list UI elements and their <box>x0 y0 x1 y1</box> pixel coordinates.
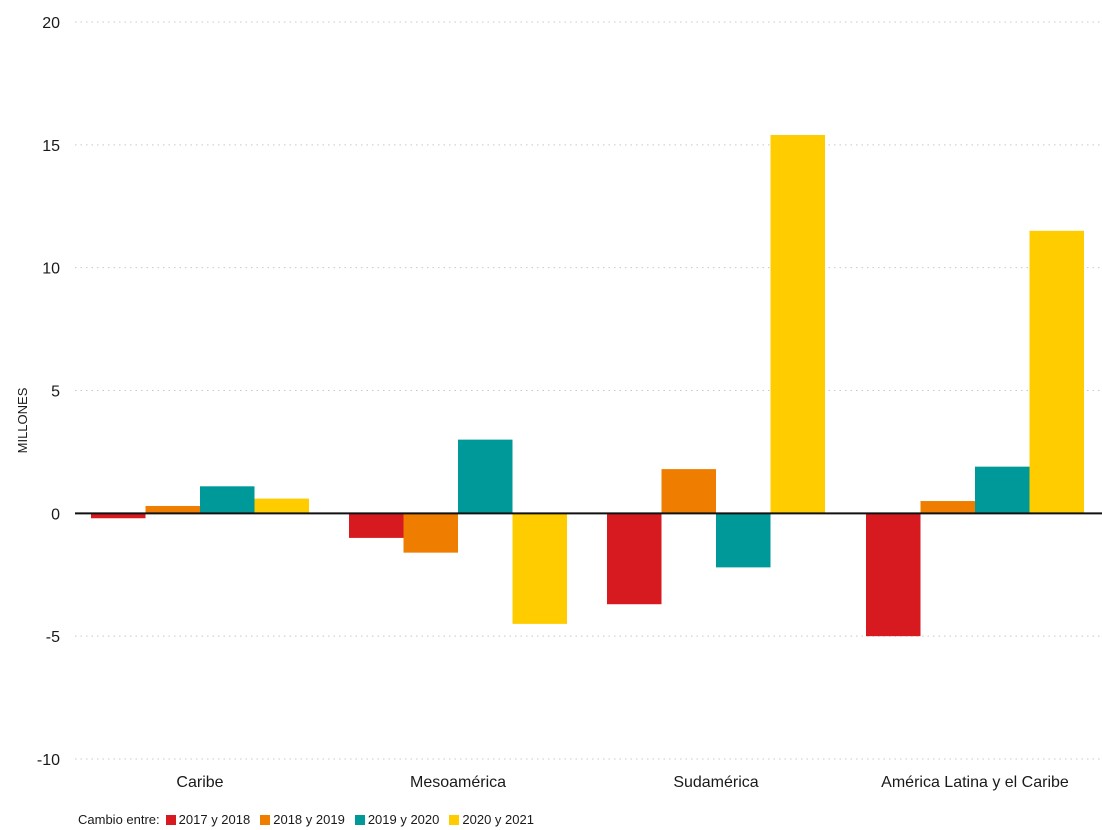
legend-label: 2018 y 2019 <box>273 812 345 827</box>
legend-title: Cambio entre: <box>78 812 160 827</box>
gridlines <box>75 21 1102 760</box>
bar <box>920 501 975 514</box>
bar <box>716 513 771 568</box>
y-tick-label: -10 <box>37 752 60 769</box>
bar <box>349 513 404 538</box>
bar <box>403 513 458 553</box>
legend-swatch <box>354 814 365 825</box>
legend-item: 2019 y 2020 <box>354 812 440 827</box>
legend-label: 2019 y 2020 <box>367 812 440 827</box>
bar <box>145 505 200 514</box>
legend-swatch <box>260 814 271 825</box>
y-tick-label: 5 <box>51 384 60 401</box>
bar <box>458 439 513 514</box>
bar <box>607 513 662 605</box>
bar <box>975 466 1030 514</box>
bar <box>91 513 146 519</box>
y-tick-label: 20 <box>42 15 60 32</box>
bar <box>770 135 825 514</box>
legend-items: 2017 y 2018 2018 y 2019 2019 y 2020 2020 y … <box>165 812 544 827</box>
y-tick-label: 0 <box>51 506 60 523</box>
bar <box>661 469 716 514</box>
x-category-label: Sudamérica <box>673 774 758 791</box>
bar-chart: -10 -5 0 5 10 15 20 Caribe Mesoamérica Sudaméric… <box>15 15 1102 791</box>
legend-item: 2018 y 2019 <box>260 812 345 827</box>
x-category-label: Caribe <box>176 774 223 791</box>
x-axis-categories: Caribe Mesoamérica Sudamérica América Latin… <box>176 774 1068 791</box>
x-category-label: Mesoamérica <box>410 774 506 791</box>
legend-item: 2017 y 2018 <box>165 812 251 827</box>
y-tick-label: -5 <box>46 629 60 646</box>
legend: Cambio entre: 2017 y 2018 2018 y 2019 2019… <box>78 812 544 827</box>
bar <box>512 513 567 624</box>
legend-label: 2020 y 2021 <box>462 812 534 827</box>
legend-label: 2017 y 2018 <box>178 812 251 827</box>
y-axis-label: MILLONES <box>15 387 30 453</box>
legend-item: 2020 y 2021 <box>449 812 534 827</box>
bars <box>91 135 1084 637</box>
bar <box>1029 230 1084 514</box>
y-axis-ticks: -10 -5 0 5 10 15 20 <box>37 15 60 769</box>
bar <box>866 513 921 637</box>
bar <box>200 486 255 514</box>
legend-swatch <box>165 814 176 825</box>
x-category-label: América Latina y el Caribe <box>881 774 1069 791</box>
legend-swatch <box>449 814 460 825</box>
y-tick-label: 15 <box>42 138 60 155</box>
bar <box>254 498 309 514</box>
y-tick-label: 10 <box>42 261 60 278</box>
